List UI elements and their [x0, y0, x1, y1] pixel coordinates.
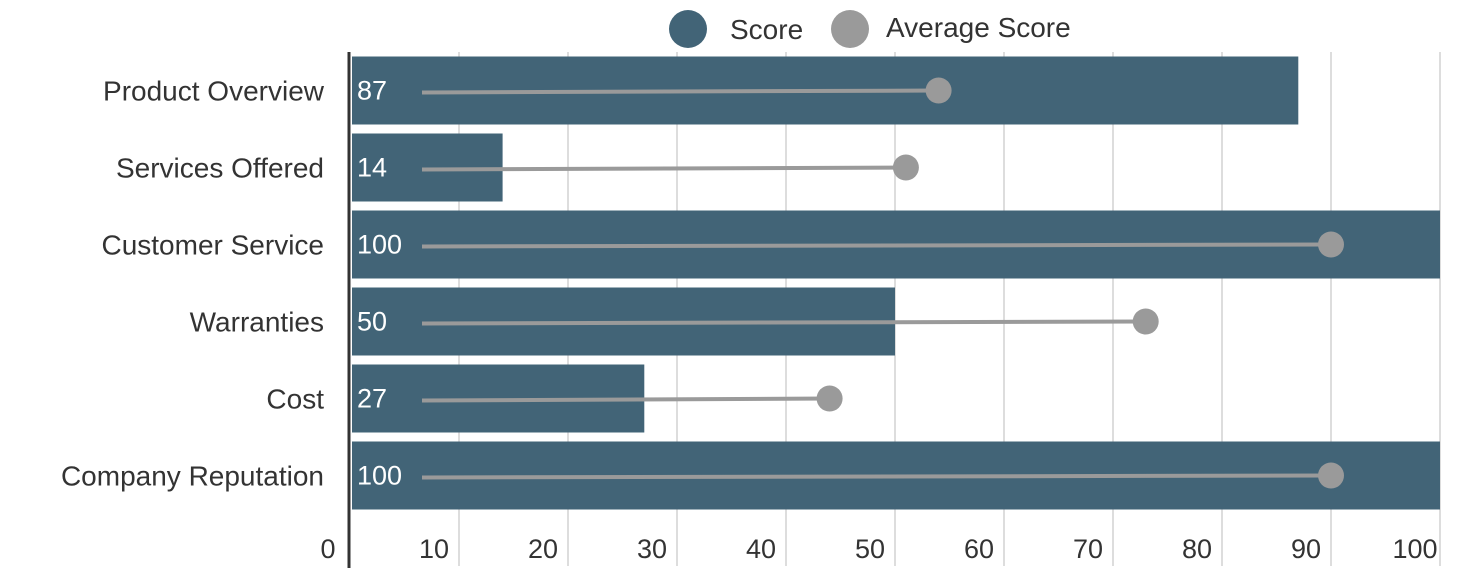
category-label: Warranties: [190, 307, 324, 338]
x-tick-label: 0: [320, 534, 335, 564]
x-tick-label: 60: [964, 534, 994, 564]
average-score-dot: [925, 77, 952, 104]
x-tick-label: 30: [637, 534, 667, 564]
x-tick-label: 80: [1182, 534, 1212, 564]
average-score-dot: [1318, 231, 1344, 258]
legend-score-label: Score: [730, 14, 803, 45]
x-tick-label: 70: [1073, 534, 1103, 564]
category-labels: Product Overview Services Offered Customer…: [61, 76, 325, 492]
category-label: Product Overview: [103, 76, 325, 107]
data-labels: 87 14 100 50 27 100: [357, 76, 402, 491]
x-axis-ticks: 0 10 20 30 40 50 60 70 80 90 100: [320, 534, 1437, 564]
average-score-dot: [892, 154, 919, 181]
score-value-label: 14: [357, 153, 387, 183]
x-tick-label: 10: [419, 534, 449, 564]
average-score-dot: [816, 385, 843, 412]
average-score-line: [421, 242, 1332, 249]
category-label: Cost: [266, 384, 324, 415]
score-value-label: 100: [357, 230, 402, 260]
average-score-line: [421, 88, 939, 95]
category-label: Company Reputation: [61, 461, 324, 492]
x-tick-label: 40: [746, 534, 776, 564]
x-tick-label: 20: [528, 534, 558, 564]
average-score-line: [421, 165, 906, 172]
category-label: Customer Service: [101, 230, 324, 261]
score-value-label: 27: [357, 384, 387, 414]
average-score-line: [421, 396, 830, 403]
x-tick-label: 100: [1392, 534, 1437, 564]
legend-average-label: Average Score: [886, 12, 1071, 43]
score-value-label: 87: [357, 76, 387, 106]
x-tick-label: 90: [1291, 534, 1321, 564]
legend-average-swatch: [831, 10, 869, 48]
average-score-dot: [1132, 308, 1159, 335]
x-tick-label: 50: [855, 534, 885, 564]
average-score-dot: [1318, 462, 1344, 489]
score-value-label: 100: [357, 461, 402, 491]
score-value-label: 50: [357, 307, 387, 337]
average-score-markers: [421, 77, 1344, 489]
category-label: Services Offered: [116, 153, 324, 184]
legend: Score Average Score: [669, 10, 1071, 48]
legend-score-swatch: [669, 10, 707, 48]
average-score-line: [421, 319, 1146, 326]
average-score-line: [421, 473, 1332, 480]
